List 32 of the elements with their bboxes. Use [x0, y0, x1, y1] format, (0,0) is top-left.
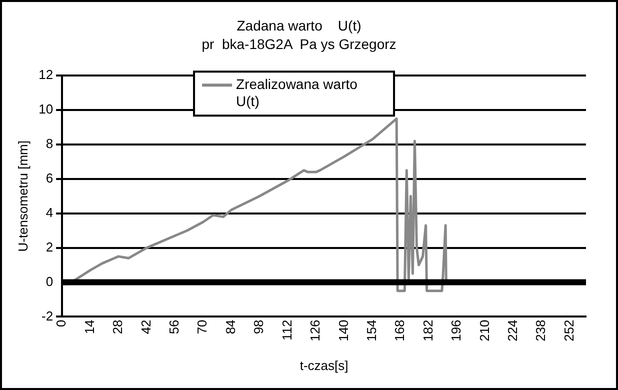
- x-tick-label: 14: [82, 320, 97, 334]
- x-tick-label: 224: [505, 320, 520, 342]
- y-axis-title: U-tensometru [mm]: [15, 140, 30, 252]
- x-tick-label: 0: [54, 320, 69, 327]
- chart-title: Zadana warto U(t): [236, 17, 362, 34]
- x-tick-label: 252: [561, 320, 576, 342]
- x-tick-label: 42: [138, 320, 154, 334]
- x-tick-label: 154: [364, 320, 379, 342]
- x-tick-label: 238: [533, 320, 548, 342]
- x-tick-label: 112: [279, 320, 294, 340]
- y-tick-label: 4: [46, 204, 54, 220]
- y-tick-label: 2: [46, 239, 54, 254]
- x-tick-label: 84: [222, 320, 238, 334]
- x-tick-label: 70: [194, 320, 210, 334]
- x-tick-label: 168: [392, 320, 408, 342]
- x-tick-label: 196: [448, 320, 464, 342]
- y-tick-label: 8: [46, 136, 54, 152]
- y-tick-label: 0: [46, 274, 54, 289]
- y-tick-label: 12: [38, 67, 54, 82]
- x-tick-label: 28: [110, 320, 126, 334]
- x-tick-label: 140: [336, 320, 351, 342]
- y-tick-label: 10: [38, 102, 54, 117]
- x-tick-label: 210: [476, 320, 492, 342]
- y-tick-label: -2: [41, 308, 54, 324]
- chart-subtitle: pr bka-18G2A Pa ys Grzegorz: [202, 36, 396, 52]
- y-tick-label: 6: [46, 170, 54, 186]
- x-tick-label: 56: [166, 320, 182, 334]
- x-axis-title: t-czas[s]: [300, 358, 348, 373]
- x-tick-label: 182: [420, 320, 436, 342]
- legend-label: Zrealizowana warto U(t): [236, 76, 362, 109]
- x-tick-label: 98: [251, 320, 266, 334]
- x-tick-label: 126: [308, 320, 323, 342]
